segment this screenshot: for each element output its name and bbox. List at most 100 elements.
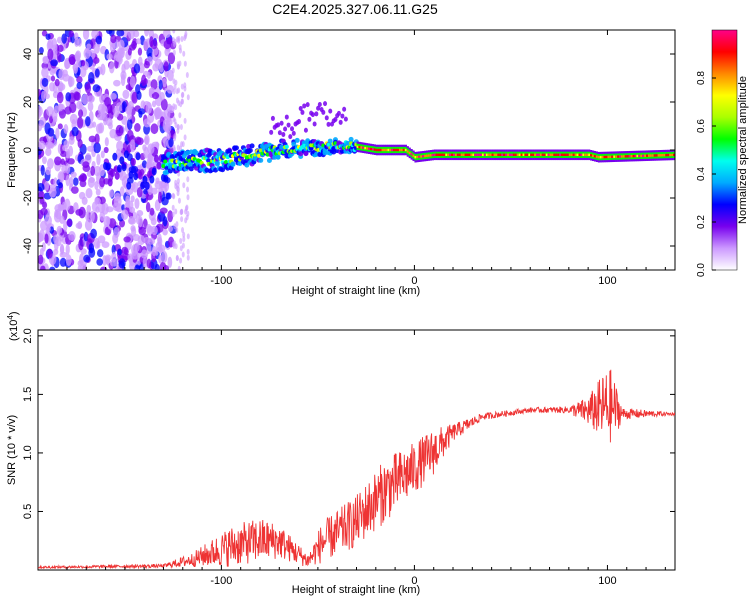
heatmap-cell bbox=[487, 153, 490, 156]
spectrogram-ticks: -100 0 100 -40 -20 0 20 40 bbox=[22, 30, 675, 287]
heatmap-cell bbox=[52, 91, 59, 99]
heatmap-cell bbox=[110, 92, 117, 100]
heatmap-cell bbox=[437, 153, 440, 156]
heatmap-cell bbox=[167, 225, 173, 232]
heatmap-cell bbox=[101, 105, 108, 117]
heatmap-cell bbox=[157, 233, 162, 244]
heatmap-cell bbox=[42, 156, 47, 165]
heatmap-cell bbox=[114, 171, 120, 180]
heatmap-cell bbox=[186, 94, 190, 101]
heatmap-cell bbox=[661, 154, 664, 157]
heatmap-cell bbox=[61, 33, 67, 44]
heatmap-cell bbox=[82, 30, 90, 40]
heatmap-cell bbox=[503, 153, 506, 156]
heatmap-cell bbox=[79, 179, 87, 188]
heatmap-cell bbox=[148, 87, 155, 94]
heatmap-cell bbox=[402, 148, 406, 152]
heatmap-cell bbox=[147, 143, 155, 155]
heatmap-cell bbox=[551, 153, 554, 156]
heatmap-cell bbox=[53, 177, 58, 187]
heatmap-cell bbox=[485, 153, 489, 156]
heatmap-cell bbox=[109, 259, 118, 267]
heatmap-cell bbox=[57, 44, 64, 53]
heatmap-cell bbox=[166, 84, 174, 94]
heatmap-cell bbox=[151, 100, 157, 108]
heatmap-cell bbox=[541, 153, 545, 156]
heatmap-cell bbox=[47, 158, 54, 170]
heatmap-cell bbox=[49, 82, 55, 92]
heatmap-cell bbox=[68, 76, 75, 87]
heatmap-cell bbox=[121, 163, 127, 172]
heatmap-cell bbox=[149, 175, 155, 184]
heatmap-cell bbox=[44, 233, 49, 244]
heatmap-cell bbox=[395, 148, 398, 152]
heatmap-cell bbox=[122, 89, 130, 100]
heatmap-cell bbox=[539, 153, 543, 156]
heatmap-cell bbox=[324, 115, 329, 121]
heatmap-cell bbox=[134, 264, 140, 270]
heatmap-cell bbox=[69, 176, 74, 188]
heatmap-cell bbox=[138, 110, 143, 118]
heatmap-cell bbox=[92, 56, 100, 64]
heatmap-cell bbox=[147, 237, 156, 245]
heatmap-cell bbox=[258, 157, 264, 163]
heatmap-cell bbox=[174, 208, 178, 215]
heatmap-cell bbox=[159, 91, 165, 101]
heatmap-cell bbox=[104, 254, 112, 261]
heatmap-cell bbox=[632, 154, 635, 158]
heatmap-cell bbox=[134, 198, 140, 210]
heatmap-cell bbox=[284, 144, 289, 149]
heatmap-cell bbox=[55, 208, 62, 220]
heatmap-cell bbox=[41, 67, 49, 78]
heatmap-cell bbox=[180, 92, 184, 99]
heatmap-cell bbox=[154, 58, 163, 70]
heatmap-cell bbox=[130, 157, 136, 166]
heatmap-cell bbox=[117, 248, 122, 256]
heatmap-cell bbox=[137, 171, 143, 180]
heatmap-cell bbox=[505, 153, 508, 156]
heatmap-cell bbox=[615, 155, 618, 158]
heatmap-cell bbox=[59, 257, 67, 267]
heatmap-cell bbox=[162, 155, 168, 161]
heatmap-cell bbox=[373, 148, 377, 151]
spectrogram-x-tick-label: -100 bbox=[210, 275, 232, 287]
heatmap-cell bbox=[65, 243, 70, 256]
heatmap-cell bbox=[603, 155, 606, 159]
heatmap-cell bbox=[582, 153, 585, 156]
heatmap-cell bbox=[68, 56, 76, 65]
snr-panel: -100 0 100 0.5 1.0 1.5 2.0 Height of straight … bbox=[6, 311, 676, 596]
heatmap-cell bbox=[86, 145, 95, 152]
heatmap-cell bbox=[144, 30, 150, 37]
heatmap-cell bbox=[340, 113, 345, 119]
heatmap-cell bbox=[56, 225, 63, 234]
heatmap-cell bbox=[478, 153, 481, 156]
heatmap-cell bbox=[499, 153, 502, 156]
heatmap-cell bbox=[522, 153, 525, 156]
heatmap-cell bbox=[45, 166, 52, 176]
heatmap-cell bbox=[568, 153, 572, 156]
heatmap-cell bbox=[154, 180, 163, 190]
heatmap-cell bbox=[113, 79, 121, 87]
heatmap-cell bbox=[146, 258, 152, 269]
heatmap-cell bbox=[171, 204, 175, 211]
heatmap-cell bbox=[516, 153, 519, 156]
spectrogram-x-label: Height of straight line (km) bbox=[292, 285, 420, 297]
heatmap-cell bbox=[310, 112, 315, 118]
heatmap-cell bbox=[244, 162, 250, 168]
heatmap-cell bbox=[586, 153, 589, 156]
heatmap-cell bbox=[48, 187, 57, 198]
heatmap-cell bbox=[47, 141, 54, 149]
heatmap-cell bbox=[138, 216, 143, 228]
heatmap-cell bbox=[180, 216, 184, 223]
heatmap-cell bbox=[96, 153, 101, 166]
heatmap-cell bbox=[85, 187, 93, 199]
heatmap-cell bbox=[145, 101, 153, 114]
heatmap-cell bbox=[47, 48, 54, 61]
heatmap-cell bbox=[362, 146, 365, 149]
heatmap-cell bbox=[180, 208, 184, 215]
heatmap-cell bbox=[206, 158, 212, 164]
heatmap-cell bbox=[333, 117, 338, 123]
heatmap-cell bbox=[391, 148, 394, 152]
heatmap-cell bbox=[116, 164, 122, 173]
heatmap-cell bbox=[572, 153, 575, 156]
